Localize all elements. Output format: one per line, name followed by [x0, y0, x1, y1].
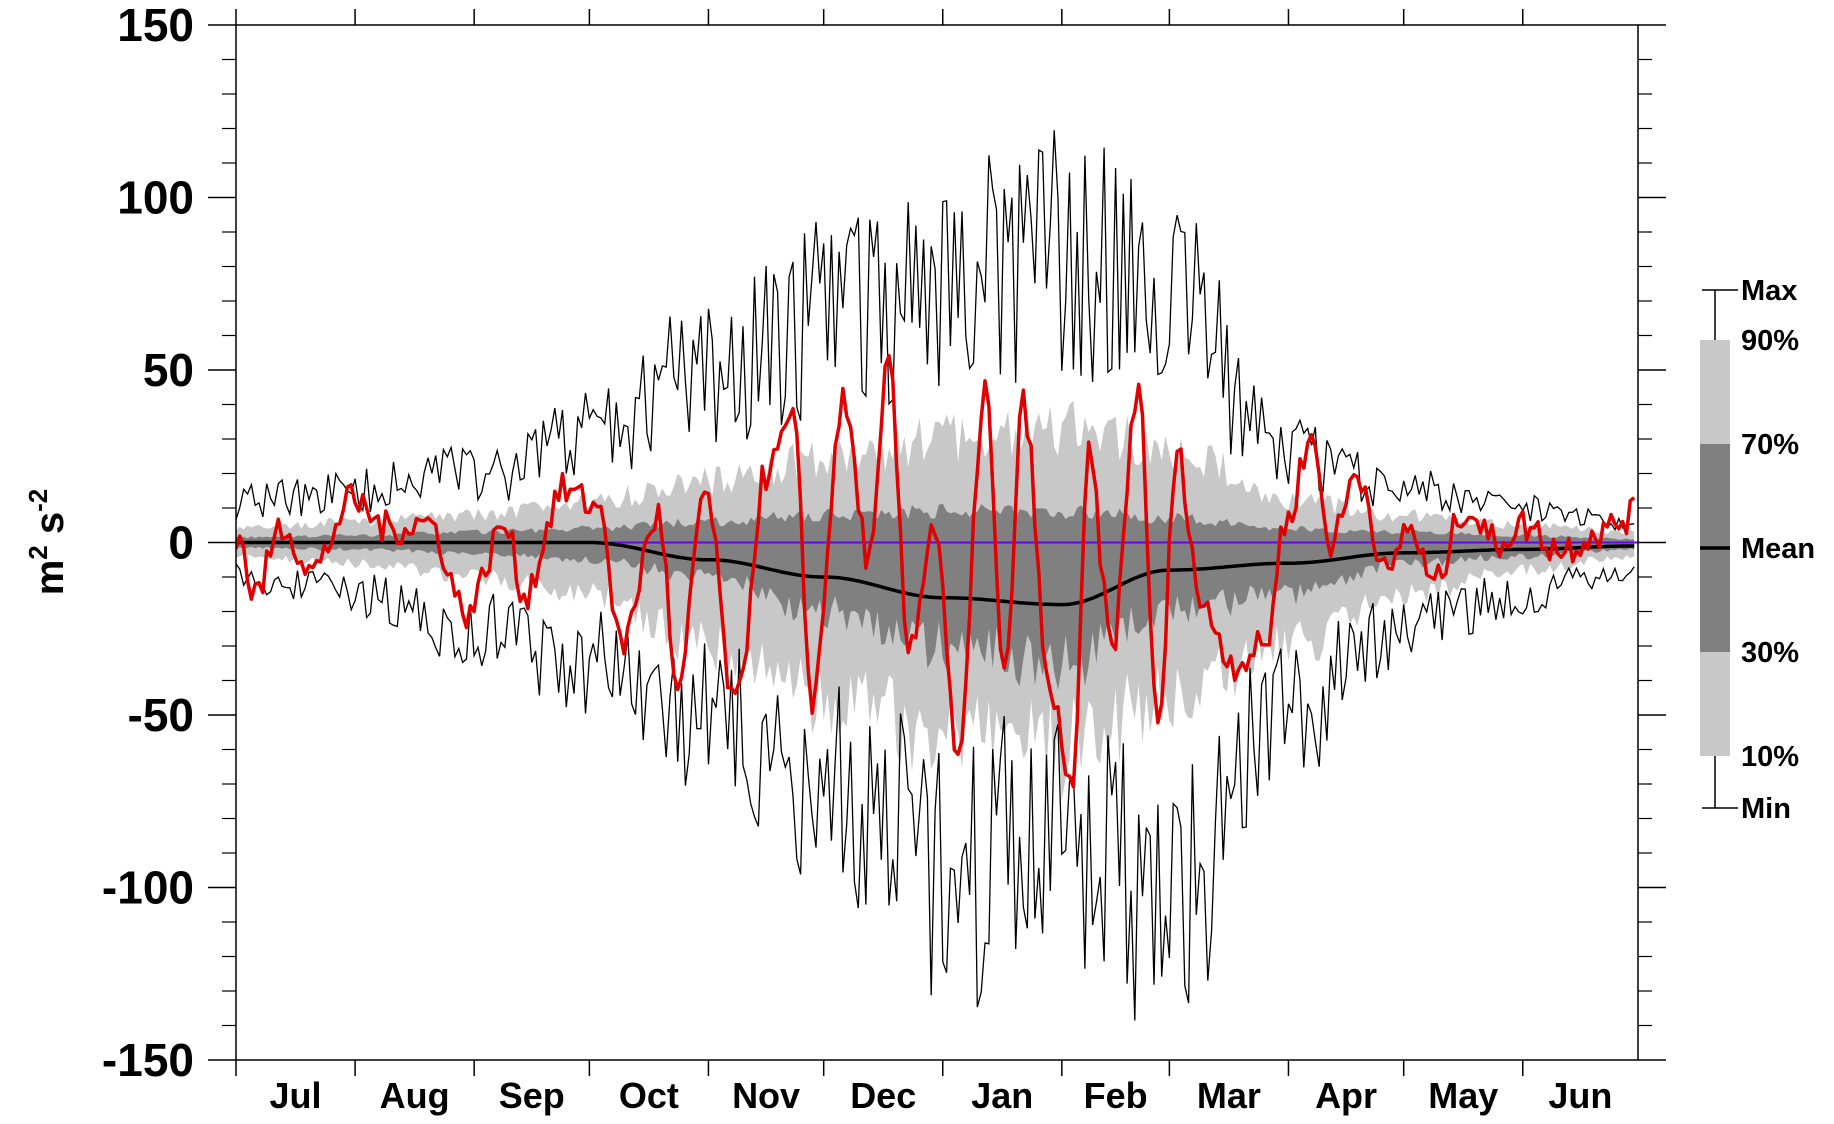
series-max — [236, 130, 1635, 532]
legend-label-p90: 90% — [1741, 325, 1799, 357]
legend-swatch-lower-light — [1700, 652, 1730, 756]
y-axis-label-base: m — [28, 560, 72, 596]
x-tick-label: Feb — [1084, 1075, 1148, 1116]
series-observed — [236, 353, 1636, 789]
y-axis-label-exponent: -2 — [23, 489, 53, 512]
y-axis-label: m2 s-2 — [23, 489, 72, 596]
y-axis-label-exponent: 2 — [23, 545, 53, 559]
percentile-bands — [236, 400, 1635, 802]
x-tick-label: Dec — [850, 1075, 916, 1116]
x-tick-label: Aug — [380, 1075, 450, 1116]
legend-swatch-upper-light — [1700, 340, 1730, 444]
legend-label-p10: 10% — [1741, 741, 1799, 773]
x-tick-label: Jul — [270, 1075, 322, 1116]
x-tick-label: Mar — [1197, 1075, 1261, 1116]
y-tick-label: -50 — [128, 689, 194, 741]
series-min — [236, 563, 1635, 1021]
y-tick-label: 150 — [117, 0, 194, 51]
series-lines — [236, 130, 1638, 1021]
y-tick-label: 100 — [117, 172, 194, 224]
y-axis-label-unit: s — [28, 512, 72, 545]
x-tick-label: May — [1428, 1075, 1498, 1116]
legend-label-p70: 70% — [1741, 429, 1799, 461]
legend-label-min: Min — [1741, 793, 1791, 825]
legend-label-max: Max — [1741, 275, 1797, 307]
x-tick-label: Jun — [1548, 1075, 1612, 1116]
legend: Max 90% 70% Mean 30% 10% Min — [1700, 275, 1815, 825]
x-tick-label: Oct — [619, 1075, 679, 1116]
legend-label-p30: 30% — [1741, 637, 1799, 669]
y-axis-label-group: m2 s-2 — [23, 489, 72, 596]
axes: 150 100 50 0 -50 -100 -150 Jul Aug Sep Oct Nov Dec Ja… — [102, 0, 1666, 1116]
x-tick-label: Nov — [732, 1075, 800, 1116]
legend-label-mean: Mean — [1741, 533, 1815, 565]
y-tick-label: -100 — [102, 862, 194, 914]
y-tick-label: -150 — [102, 1034, 194, 1086]
series-mean — [236, 540, 1635, 607]
y-tick-label: 50 — [143, 344, 194, 396]
x-tick-label: Sep — [499, 1075, 565, 1116]
x-tick-label: Apr — [1315, 1075, 1377, 1116]
y-tick-label: 0 — [168, 517, 194, 569]
x-tick-label: Jan — [971, 1075, 1033, 1116]
